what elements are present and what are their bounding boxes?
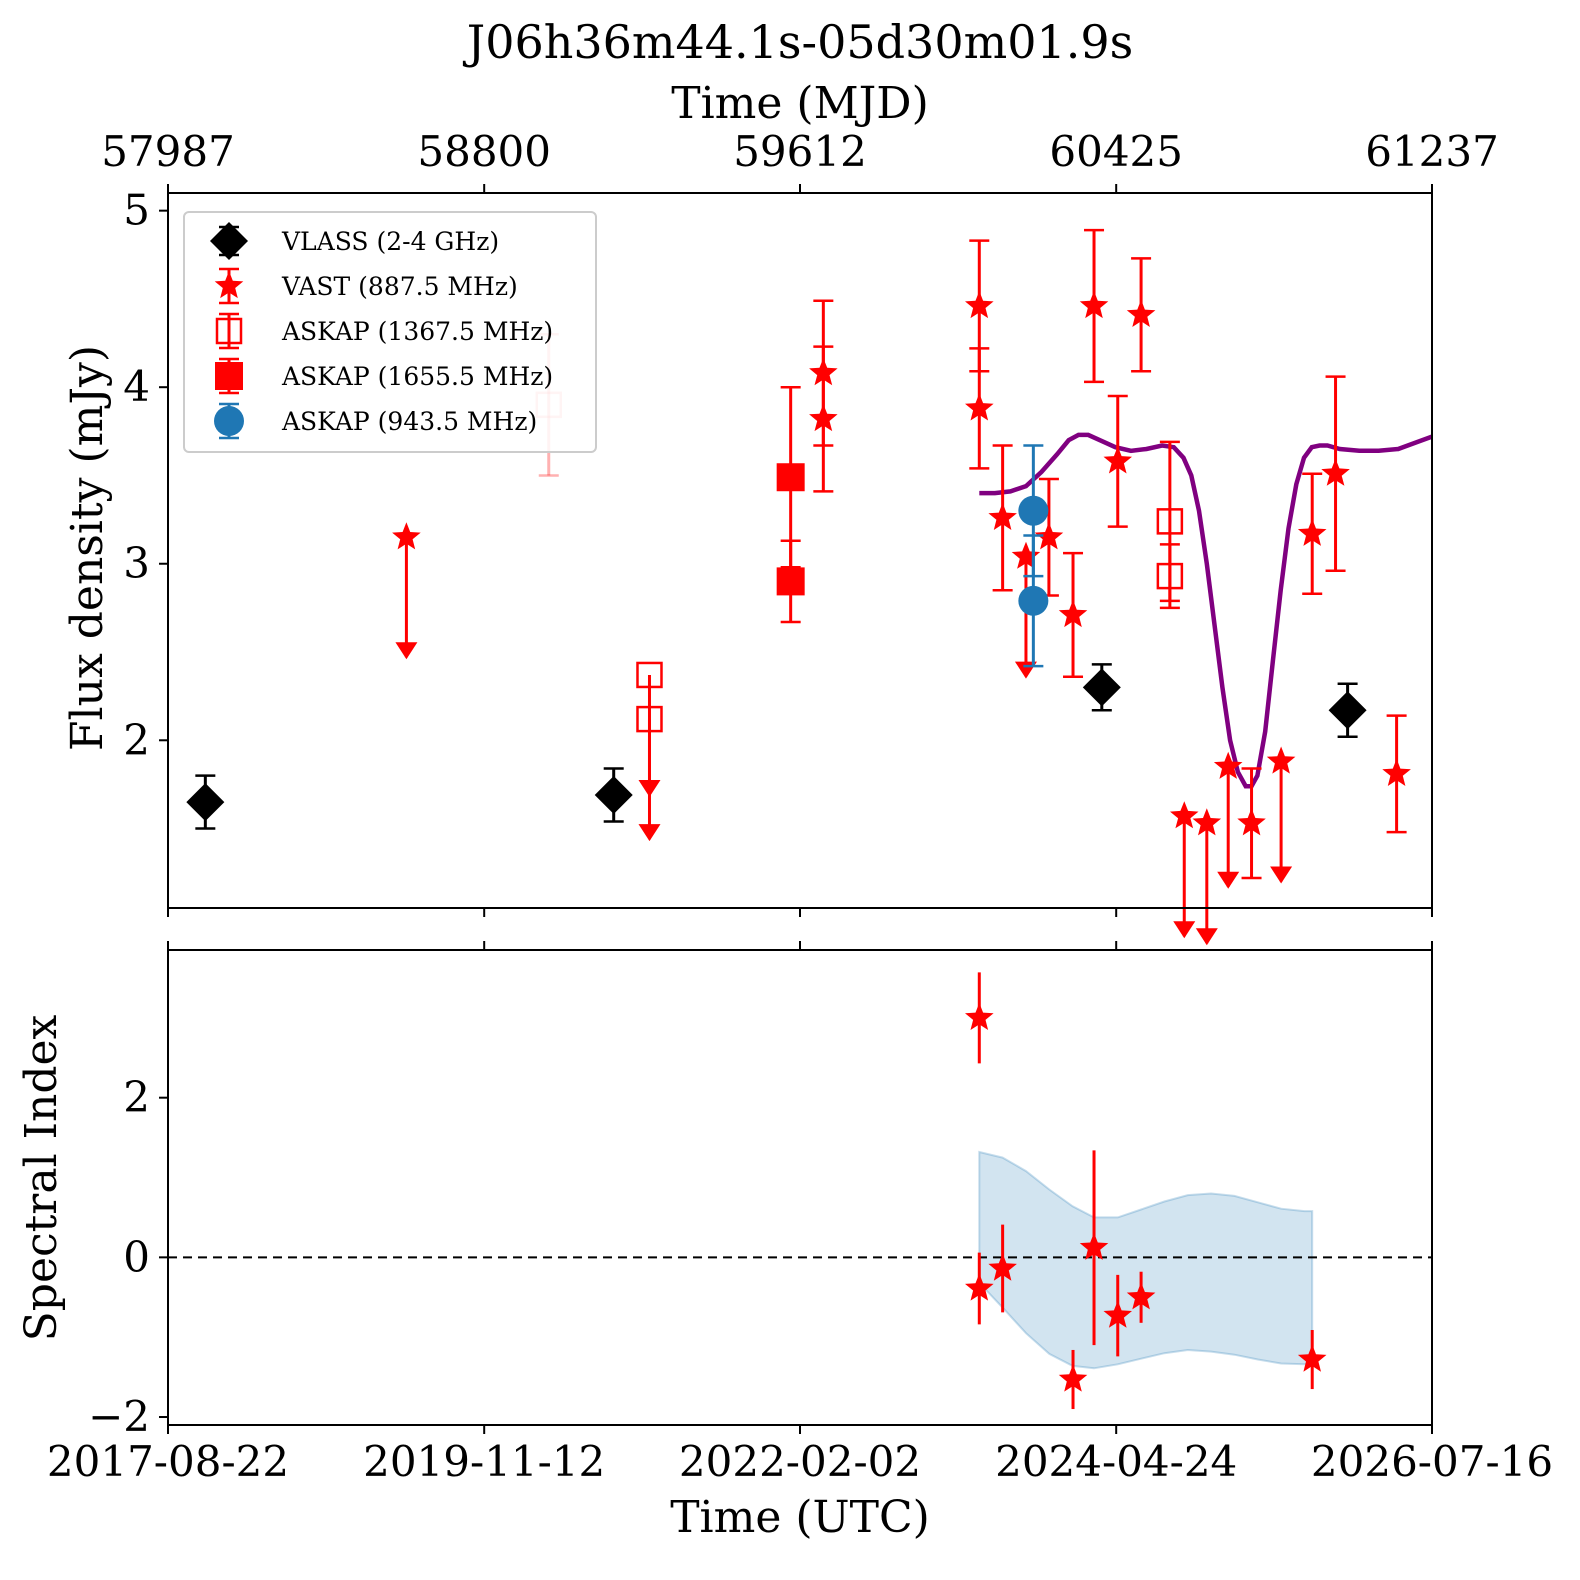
data-point [988, 502, 1017, 530]
data-point [1082, 668, 1121, 707]
data-point [1034, 522, 1064, 550]
legend-label: VAST (887.5 MHz) [281, 272, 518, 301]
series-0 [965, 972, 1327, 1410]
data-point [1058, 1364, 1088, 1392]
top-tick-label: 58800 [417, 127, 551, 176]
top-axis-ticks: 57987 58800 59612 60425 61237 [101, 127, 1499, 193]
data-point [965, 1273, 994, 1301]
panel1-ylabel: Flux density (mJy) [62, 345, 113, 751]
bottom-tick-label: 2019-11-12 [363, 1437, 605, 1486]
top-axis-label: Time (MJD) [671, 78, 928, 129]
panel2-ylabel: Spectral Index [16, 1014, 67, 1341]
data-point [1266, 746, 1296, 774]
data-point [965, 393, 994, 421]
spectral-index-panel: −2 0 2 [88, 941, 1433, 1441]
legend-label: ASKAP (1367.5 MHz) [281, 317, 553, 346]
legend-label: ASKAP (1655.5 MHz) [281, 362, 553, 391]
data-point [1321, 458, 1350, 486]
data-point [1011, 541, 1041, 569]
y-tick-label: −2 [88, 1392, 150, 1441]
data-point [1079, 1232, 1109, 1260]
bottom-tick-label: 2024-04-24 [995, 1437, 1237, 1486]
data-point [776, 567, 805, 596]
data-point [1328, 691, 1367, 730]
bottom-tick-label: 2017-08-22 [47, 1437, 289, 1486]
y-tick-label: 3 [123, 539, 150, 588]
chart-title: J06h36m44.1s-05d30m01.9s [463, 15, 1133, 69]
data-point [636, 661, 663, 689]
upper-limit-arrow [1195, 928, 1218, 946]
legend-marker [215, 362, 243, 390]
data-point [1192, 808, 1222, 836]
data-point [1382, 758, 1411, 786]
data-point [965, 291, 994, 319]
uncertainty-band [978, 1150, 1314, 1370]
data-point [1170, 801, 1199, 829]
bottom-axis-ticks: 2017-08-22 2019-11-12 2022-02-02 2024-04-24… [47, 1437, 1553, 1486]
data-point [1237, 808, 1266, 836]
data-point [636, 705, 663, 733]
data-point [594, 776, 633, 815]
legend-label: ASKAP (943.5 MHz) [281, 407, 537, 436]
data-point [1079, 291, 1109, 319]
series-0 [186, 663, 1367, 830]
top-tick-label: 57987 [101, 127, 235, 176]
model-curve [979, 432, 1433, 789]
data-point [1058, 599, 1088, 628]
data-point [1297, 518, 1327, 546]
upper-limit-arrow [638, 824, 661, 842]
y-tick-label: 5 [123, 186, 150, 235]
data-point [965, 1002, 994, 1030]
data-point [1156, 562, 1184, 590]
series-2 [535, 332, 1184, 842]
data-point [1103, 1300, 1132, 1328]
legend-marker [215, 317, 243, 345]
series-4 [1018, 444, 1049, 668]
legend-marker [214, 406, 244, 436]
flux-density-panel: 2 3 4 5 [123, 186, 1433, 946]
bottom-tick-label: 2022-02-02 [679, 1437, 921, 1486]
upper-limit-arrow [1270, 866, 1293, 884]
data-point [1126, 299, 1156, 327]
y-tick-label: 2 [123, 1073, 150, 1122]
y-tick-label: 4 [123, 362, 150, 411]
legend-label: VLASS (2-4 GHz) [281, 227, 499, 256]
bottom-tick-label: 2026-07-16 [1311, 1437, 1553, 1486]
legend-marker [210, 222, 248, 260]
data-point [776, 463, 805, 492]
data-point [1103, 446, 1132, 474]
legend: VLASS (2-4 GHz) VAST (887.5 MHz) ASKAP (13… [183, 211, 597, 453]
data-point [1126, 1282, 1156, 1310]
top-tick-label: 61237 [1365, 127, 1499, 176]
data-point [1018, 585, 1049, 616]
data-point [809, 404, 838, 432]
data-point [988, 1253, 1017, 1281]
data-point [1297, 1344, 1327, 1372]
data-point [1018, 495, 1049, 526]
data-point [392, 522, 421, 550]
legend-box [183, 211, 597, 453]
y-tick-label: 0 [123, 1232, 150, 1281]
bottom-axis-label: Time (UTC) [670, 1492, 930, 1543]
upper-limit-arrow [395, 642, 418, 660]
upper-limit-arrow [1173, 921, 1196, 939]
data-point [1213, 751, 1243, 779]
top-tick-label: 60425 [1049, 127, 1183, 176]
upper-limit-arrow [1217, 871, 1240, 889]
top-tick-label: 59612 [733, 127, 867, 176]
y-tick-label: 2 [123, 715, 150, 764]
series-3 [776, 385, 805, 624]
data-point [186, 783, 225, 822]
data-point [1156, 508, 1184, 535]
legend-marker [214, 271, 244, 299]
